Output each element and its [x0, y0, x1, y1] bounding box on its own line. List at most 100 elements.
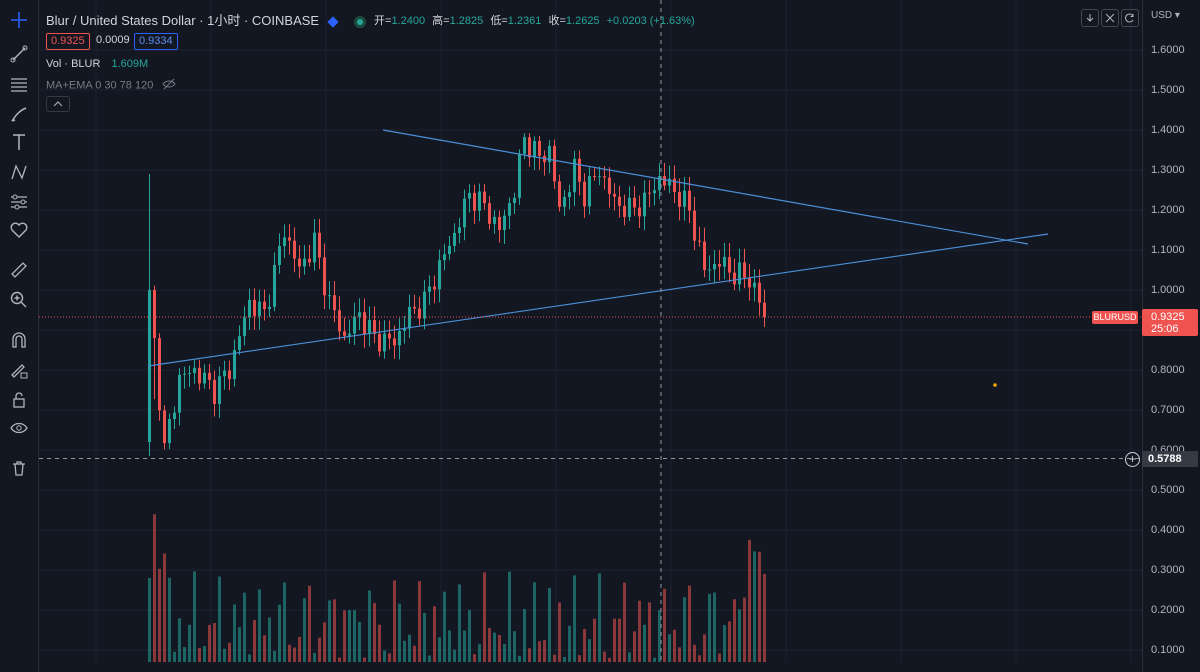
volume-bar [478, 644, 481, 662]
volume-bar [368, 590, 371, 662]
candle [523, 137, 526, 154]
price-tick: 1.5000 [1151, 84, 1185, 96]
hidden-eye-icon[interactable] [162, 78, 177, 93]
high-value: 1.2825 [449, 15, 484, 27]
magnet-icon[interactable] [4, 328, 34, 352]
candle [598, 176, 601, 178]
candle [268, 306, 271, 310]
price-tick: 0.3000 [1151, 564, 1185, 576]
settings-icon[interactable] [327, 16, 340, 28]
candle [463, 198, 466, 228]
symbol-title[interactable]: Blur / United States Dollar · 1小时 · COIN… [46, 13, 320, 28]
volume-bar [688, 585, 691, 662]
volume-bar [153, 514, 156, 662]
candle [343, 331, 346, 336]
volume-bar [448, 630, 451, 662]
volume-bar [438, 637, 441, 662]
volume-bar [523, 609, 526, 662]
candlestick-chart[interactable] [39, 0, 1142, 672]
chart-grid [39, 0, 1142, 662]
ask-price-box[interactable]: 0.9334 [134, 33, 178, 50]
volume-bar [288, 644, 291, 662]
brush-icon[interactable] [4, 102, 34, 126]
volume-bar [293, 647, 296, 662]
heart-icon[interactable] [4, 218, 34, 242]
volume-label[interactable]: Vol · BLUR [46, 58, 101, 70]
text-icon[interactable] [4, 130, 34, 154]
candle [353, 316, 356, 334]
measure-icon[interactable] [4, 190, 34, 214]
candle [223, 370, 226, 377]
candle [513, 197, 516, 204]
volume-bar [198, 648, 201, 662]
price-lines [39, 0, 1142, 662]
collapse-legend-button[interactable] [46, 96, 70, 112]
chart-area[interactable] [39, 0, 1142, 672]
eye-icon[interactable] [4, 416, 34, 440]
current-price-label: 0.9325 25:06 [1142, 309, 1198, 336]
trendline-icon[interactable] [4, 42, 34, 66]
volume-bar [178, 618, 181, 662]
candle [693, 210, 696, 241]
ruler-icon[interactable] [4, 258, 34, 282]
fullscreen-button[interactable] [1101, 9, 1119, 27]
candle [498, 216, 501, 231]
candle [578, 158, 581, 182]
candle [548, 145, 551, 163]
candle [538, 140, 541, 156]
candle [358, 312, 361, 317]
volume-bar [313, 652, 316, 662]
candle [733, 272, 736, 285]
volume-bar [573, 575, 576, 662]
low-value: 1.2361 [507, 15, 542, 27]
volume-bar [308, 585, 311, 662]
volume-bar [718, 653, 721, 662]
price-axis[interactable]: USD ▾ 1.6000 1.5000 1.4000 1.3000 1.2000… [1142, 0, 1200, 672]
candle [173, 412, 176, 420]
low-label: 低= [490, 15, 508, 27]
bid-price-box[interactable]: 0.9325 [46, 33, 90, 50]
currency-select[interactable]: USD ▾ [1151, 10, 1180, 21]
candle [193, 367, 196, 374]
candle [658, 176, 661, 191]
candle [253, 299, 256, 316]
candle [478, 191, 481, 211]
chevron-up-icon [53, 101, 63, 107]
market-status-icon[interactable] [353, 15, 366, 28]
ma-label[interactable]: MA+EMA 0 30 78 120 [46, 79, 154, 92]
volume-bar [163, 553, 166, 662]
candle [168, 419, 171, 444]
candle [188, 373, 191, 375]
candle [718, 264, 721, 267]
candle [588, 176, 591, 207]
volume-bar [393, 580, 396, 662]
volume-bar [653, 657, 656, 662]
trash-icon[interactable] [4, 456, 34, 480]
reset-button[interactable] [1121, 9, 1139, 27]
candle [653, 190, 656, 194]
volume-bar [668, 634, 671, 662]
lock-drawing-icon[interactable] [4, 358, 34, 382]
trendlines[interactable] [147, 129, 1049, 367]
candle [488, 203, 491, 224]
candle [163, 410, 166, 444]
candle [643, 192, 646, 217]
pattern-icon[interactable] [4, 160, 34, 184]
candle [388, 333, 391, 339]
volume-bar [623, 582, 626, 662]
volume-bar [603, 651, 606, 662]
price-tick: 0.4000 [1151, 524, 1185, 536]
volume-bar [413, 645, 416, 662]
candle [763, 302, 766, 317]
volume-bar [443, 591, 446, 662]
fib-icon[interactable] [4, 72, 34, 96]
plus-icon[interactable]: + [1125, 452, 1140, 467]
lock-icon[interactable] [4, 388, 34, 412]
candle [333, 295, 336, 311]
zoom-icon[interactable] [4, 288, 34, 312]
volume-bar [343, 610, 346, 662]
download-button[interactable] [1081, 9, 1099, 27]
crosshair-icon[interactable] [4, 8, 34, 32]
candle [363, 312, 366, 334]
volume-bar [303, 598, 306, 662]
